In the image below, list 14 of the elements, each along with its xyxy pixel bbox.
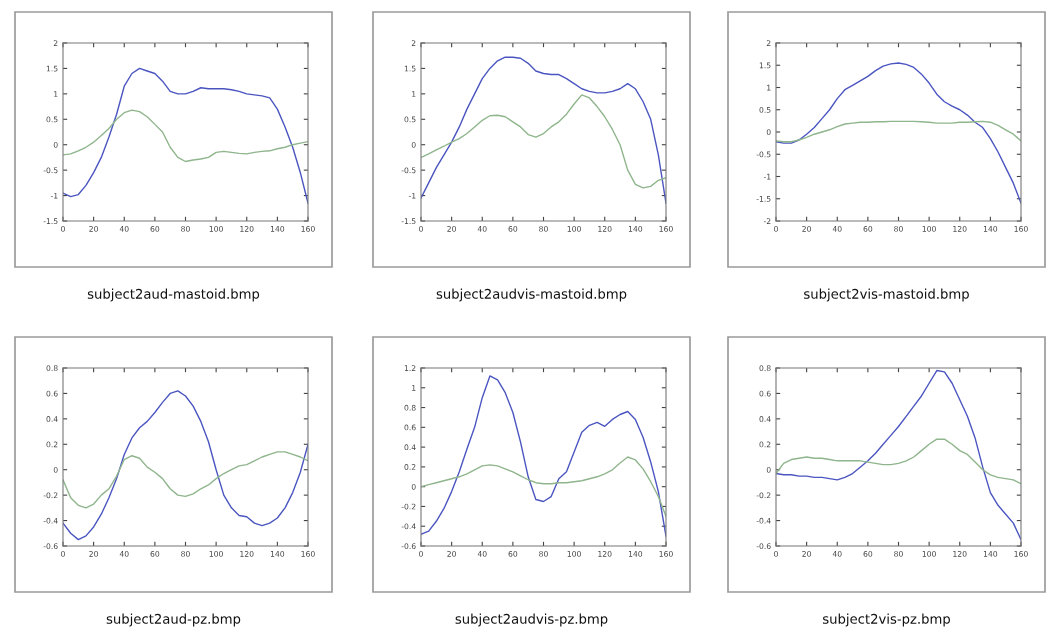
line-series [776,438,1021,485]
line-series [63,390,308,541]
text: subject2aud-pz.bmp [106,613,241,627]
line-series [63,451,308,509]
text: subject2vis-mastoid.bmp [804,288,969,302]
line-series [776,62,1021,204]
line-series [63,109,308,163]
text: subject2audvis-pz.bmp [455,613,608,627]
line-series [421,94,666,189]
text: subject2aud-mastoid.bmp [87,288,260,302]
text: subject2vis-pz.bmp [823,613,950,627]
text: subject2audvis-mastoid.bmp [436,288,627,302]
line-series [776,120,1021,143]
line-series [421,375,666,537]
